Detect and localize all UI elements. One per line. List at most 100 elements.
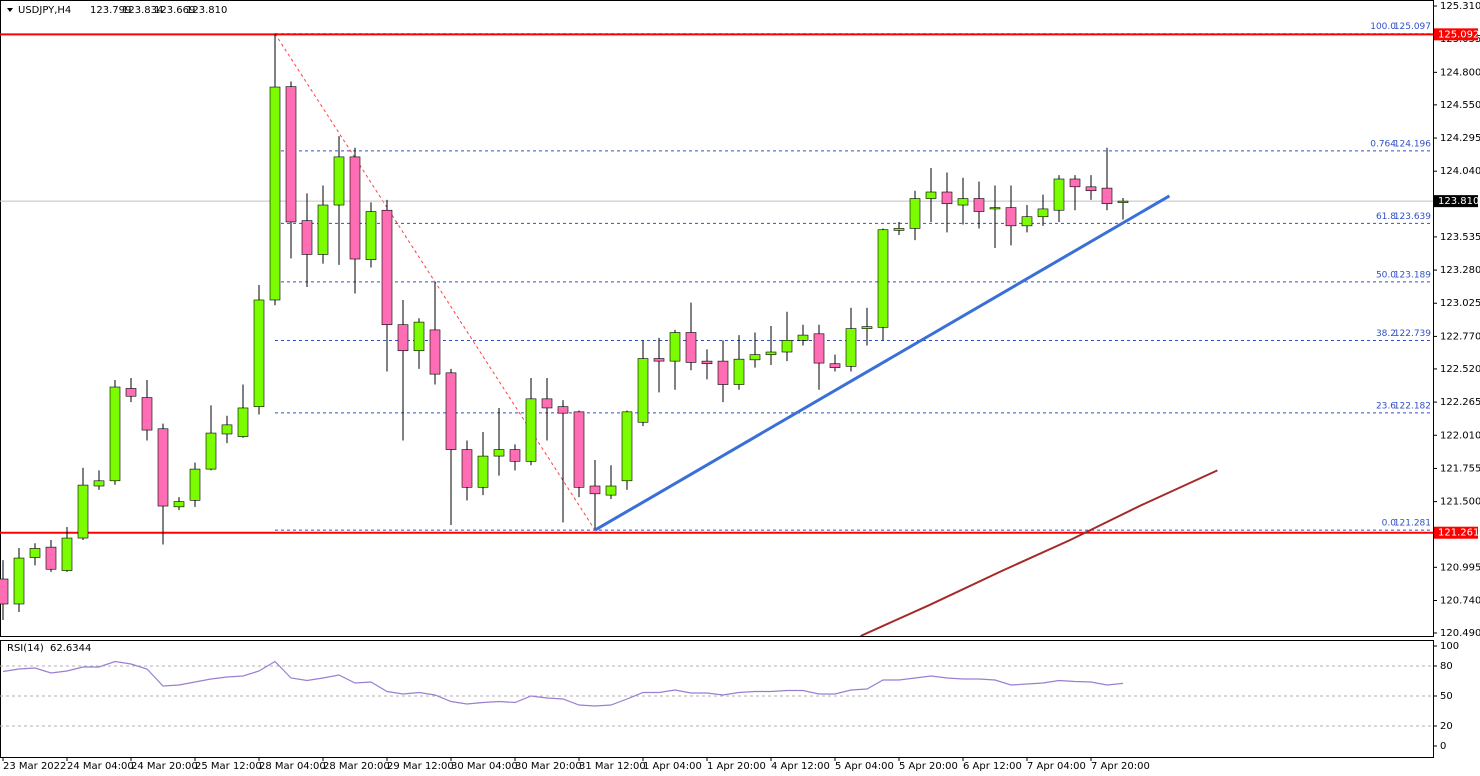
y-tick-label: 122.520 [1440,364,1480,375]
candle-body [77,484,89,539]
x-tick-label: 1 Apr 20:00 [707,761,766,772]
x-tick-label: 6 Apr 12:00 [963,761,1022,772]
fib-level-name: 61.8 [1376,212,1396,222]
y-tick-label: 120.740 [1440,595,1480,606]
fib-level-name: 0.764 [1370,139,1396,149]
x-tick-label: 28 Mar 20:00 [323,761,390,772]
y-tick-label: 123.280 [1440,265,1480,276]
fib-level-name: 50.0 [1376,270,1396,280]
candle-body [333,156,345,206]
candle-body [157,428,169,507]
candle-body [989,207,1001,210]
fib-level-name: 23.6 [1376,401,1396,411]
candle-body [285,86,297,223]
candle-body [221,424,233,435]
candle-body [733,358,745,385]
fib-level-value: 123.189 [1394,270,1431,280]
candle-body [301,220,313,255]
candle-body [349,156,361,260]
candle-body [317,204,329,255]
fib-level-value: 123.639 [1394,212,1431,222]
x-tick-label: 24 Mar 20:00 [131,761,198,772]
candle-body [621,411,633,482]
x-tick-label: 23 Mar 2022 [3,761,66,772]
candle-body [45,546,57,570]
candle-body [461,449,473,488]
rsi-value: 62.6344 [50,643,91,654]
y-tick-label: 121.500 [1440,497,1480,508]
candle-body [493,449,505,457]
candle-body [1005,207,1017,227]
x-tick-label: 25 Mar 12:00 [195,761,262,772]
candle-body [509,449,521,462]
candle-body [765,351,777,355]
candle-body [93,480,105,487]
candle-body [189,468,201,501]
candle-body [653,358,665,362]
candle-body [605,485,617,496]
current-price-label: 123.810 [1438,196,1479,207]
candle-body [269,86,281,301]
ohlc-close: 123.810 [186,5,227,16]
candle-body [173,501,185,508]
x-tick-label: 7 Apr 20:00 [1091,761,1150,772]
candle-body [669,332,681,362]
candle-body [893,228,905,231]
candle-body [1085,186,1097,192]
candle-body [29,548,41,558]
candle-body [749,354,761,361]
candle-body [0,578,9,605]
candle-body [477,455,489,488]
candle-body [573,411,585,488]
candle-body [813,333,825,364]
rsi-tick-label: 20 [1440,721,1453,732]
rsi-tick-label: 100 [1440,641,1459,652]
candle-body [909,198,921,229]
ohlc-high: 123.834 [122,5,163,16]
rsi-tick-label: 80 [1440,661,1453,672]
candle-body [1069,178,1081,188]
price-label-box [1434,28,1478,41]
x-tick-label: 30 Mar 20:00 [515,761,582,772]
candle-body [141,397,153,431]
candle-body [237,407,249,437]
fib-level-value: 122.739 [1394,329,1431,339]
y-tick-label: 124.800 [1440,67,1480,78]
candle-body [829,363,841,368]
candle-body [637,358,649,423]
candle-body [797,334,809,341]
x-tick-label: 5 Apr 20:00 [899,761,958,772]
ohlc-open: 123.799 [90,5,131,16]
fib-level-value: 122.182 [1394,401,1431,411]
rsi-title: RSI(14) [7,643,44,654]
y-tick-label: 123.535 [1440,232,1480,243]
symbol: USDJPY,H4 [18,5,71,16]
candle-body [925,191,937,199]
candle-body [957,198,969,206]
candle-body [701,360,713,365]
candle-body [1101,187,1113,205]
candle-body [557,406,569,414]
candle-body [973,198,985,212]
x-tick-label: 29 Mar 12:00 [387,761,454,772]
moving-average [860,469,1218,636]
y-tick-label: 124.550 [1440,100,1480,111]
fib-level-value: 124.196 [1394,139,1431,149]
trendline [594,194,1171,532]
price-label-box [1434,526,1478,539]
candle-body [125,388,137,397]
candle-body [861,326,873,329]
y-tick-label: 120.490 [1440,628,1480,639]
x-tick-label: 24 Mar 04:00 [67,761,134,772]
ohlc-low: 123.669 [154,5,195,16]
fib-level-value: 125.097 [1394,22,1431,32]
price-label: 121.261 [1438,528,1479,539]
fib-level-name: 0.0 [1382,519,1397,529]
rsi-line [2,660,1124,707]
candle-body [381,209,393,326]
x-tick-label: 28 Mar 04:00 [259,761,326,772]
candle-body [13,557,25,605]
candle-body [445,372,457,450]
candle-body [429,329,441,375]
